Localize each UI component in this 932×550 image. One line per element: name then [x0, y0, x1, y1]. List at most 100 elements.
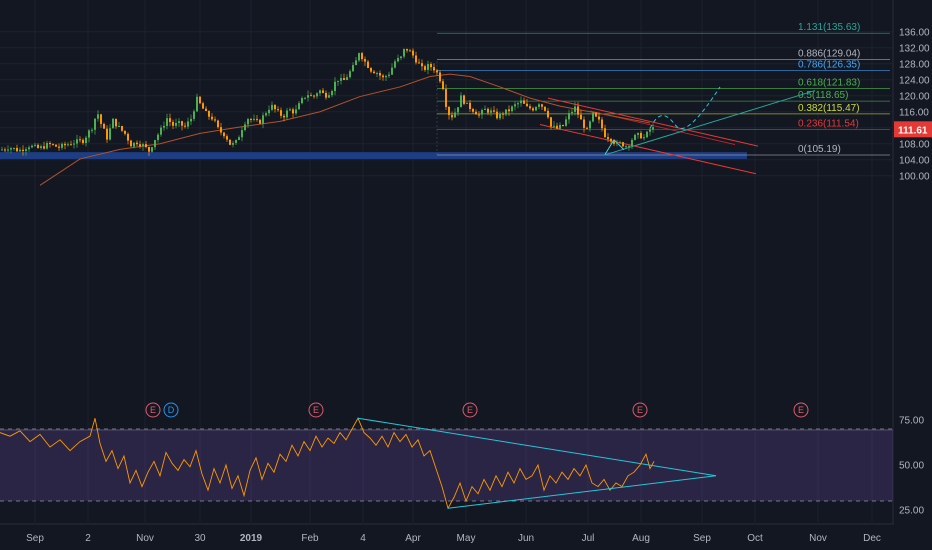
candle-body [172, 121, 174, 126]
channel-lower-line [539, 124, 757, 175]
candle-body [367, 61, 369, 68]
candle-body [508, 109, 510, 112]
candle-body [55, 144, 57, 147]
candle-body [67, 144, 69, 146]
candle-body [277, 109, 279, 111]
candle-body [415, 55, 417, 63]
candle-body [643, 137, 645, 139]
candle-body [592, 112, 594, 122]
candle-body [103, 123, 105, 129]
time-axis[interactable]: Sep 2 Nov 30 2019 Feb 4 Apr May Jun Jul Aug Sep Oct No… [26, 533, 881, 544]
event-marker-label[interactable]: E [150, 405, 156, 415]
candle-body [7, 149, 9, 151]
candle-body [580, 114, 582, 120]
candle-body [166, 118, 168, 126]
candle-body [181, 121, 183, 126]
candle-body [553, 125, 555, 127]
candle-body [229, 139, 231, 145]
candle-body [115, 118, 117, 127]
candle-body [331, 91, 333, 96]
candle-body [127, 133, 129, 141]
candle-body [85, 137, 87, 144]
candle-body [217, 120, 219, 128]
event-marker-label[interactable]: E [798, 405, 804, 415]
candle-body [619, 142, 621, 144]
candle-body [430, 64, 432, 68]
rsi-support-line [447, 475, 717, 509]
candle-body [58, 146, 60, 148]
rsi-tick-label: 25.00 [899, 506, 924, 517]
candle-body [574, 106, 576, 112]
event-marker-label[interactable]: E [467, 405, 473, 415]
candle-body [637, 132, 639, 135]
candle-body [307, 95, 309, 98]
candle-body [391, 67, 393, 75]
candle-body [1, 149, 3, 151]
time-tick-label: Sep [693, 533, 711, 544]
candle-body [451, 115, 453, 118]
candle-body [265, 113, 267, 116]
candle-body [532, 108, 534, 111]
candle-body [409, 50, 411, 52]
candle-body [13, 147, 15, 149]
candle-body [145, 144, 147, 148]
candle-body [235, 139, 237, 144]
event-marker [308, 402, 324, 418]
candle-body [502, 113, 504, 115]
candle-body [343, 78, 345, 80]
candle-body [484, 108, 486, 110]
fib-level-label: 0.618(121.83) [798, 77, 860, 88]
candle-body [310, 95, 312, 97]
candle-body [466, 102, 468, 104]
candle-body [445, 89, 447, 107]
candle-body [244, 124, 246, 131]
candle-body [481, 109, 483, 115]
candle-body [433, 67, 435, 71]
projection-path [649, 86, 721, 129]
candle-body [295, 109, 297, 114]
candle-body [157, 134, 159, 140]
fib-level-label: 0.786(126.35) [798, 59, 860, 70]
trendline-drawings[interactable] [539, 86, 816, 175]
candle-body [376, 73, 378, 75]
candle-body [439, 72, 441, 82]
candle-body [283, 115, 285, 118]
candle-body [460, 95, 462, 108]
candle-body [88, 130, 90, 138]
event-marker-label[interactable]: D [168, 405, 175, 415]
candle-body [595, 112, 597, 117]
time-tick-label: 2019 [240, 533, 263, 544]
candle-body [43, 146, 45, 149]
candle-body [544, 106, 546, 111]
candle-body [70, 144, 72, 146]
candle-body [613, 141, 615, 144]
candle-body [646, 131, 648, 138]
candle-body [349, 71, 351, 78]
candle-body [571, 111, 573, 114]
candle-body [19, 149, 21, 152]
event-marker-label[interactable]: E [313, 405, 319, 415]
candle-body [313, 95, 315, 97]
candle-body [526, 103, 528, 107]
candle-body [505, 109, 507, 115]
rsi-resistance-line [357, 417, 717, 477]
candle-body [352, 65, 354, 72]
time-tick-label: Jul [582, 533, 595, 544]
price-series [1, 48, 654, 186]
candle-body [412, 50, 414, 56]
event-marker-label[interactable]: E [637, 405, 643, 415]
price-tick-label: 116.00 [899, 107, 929, 118]
time-tick-label: Dec [863, 533, 881, 544]
candle-body [208, 110, 210, 117]
fib-level-label: 0.886(129.04) [798, 49, 860, 60]
fib-level-label: 1.131(135.63) [798, 22, 860, 33]
candle-body [76, 139, 78, 144]
price-tick-label: 108.00 [899, 139, 930, 150]
candle-body [31, 145, 33, 148]
price-axis[interactable]: 100.00104.00108.00112.00116.00120.00124.… [894, 0, 932, 550]
fibonacci-retracement[interactable]: 1.131(135.63) 0.886(129.04)0.786(126.35) 0… [436, 22, 890, 156]
candle-body [94, 118, 96, 130]
candle-body [37, 144, 39, 149]
